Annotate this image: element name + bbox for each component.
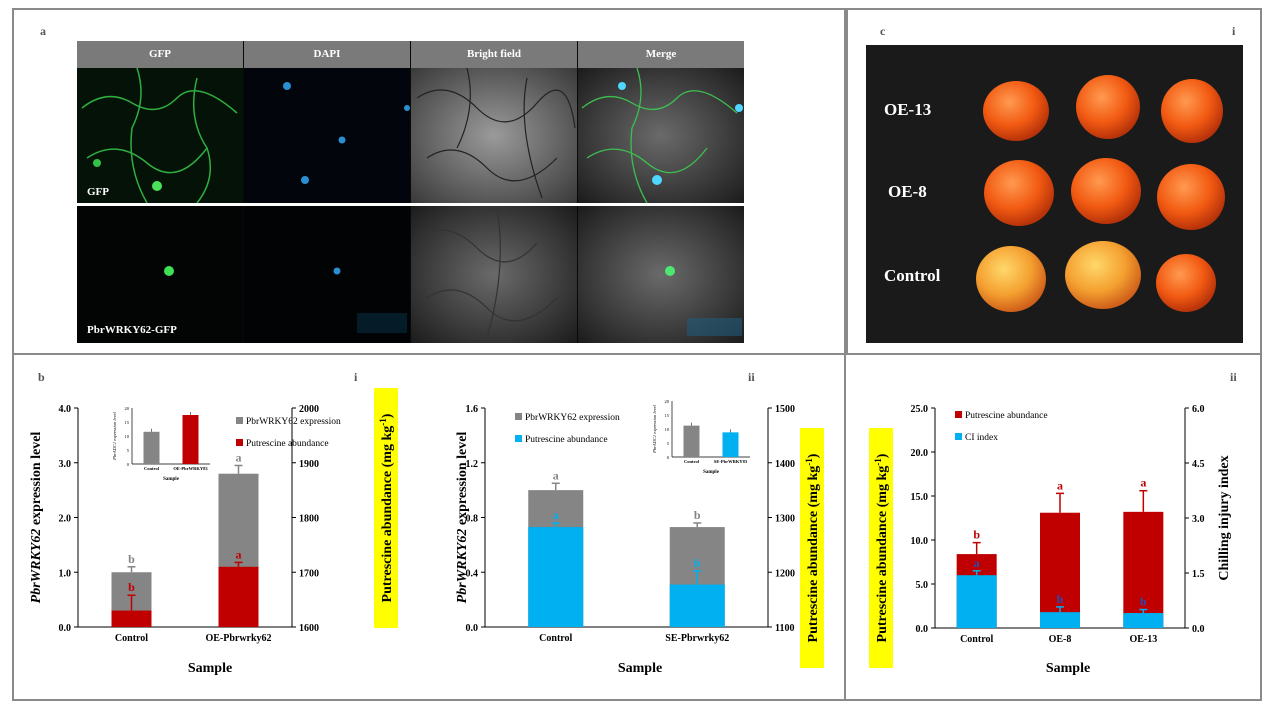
row-label-pbrwrky62-gfp: PbrWRKY62-GFP [87, 324, 177, 336]
column-header-bright-field: Bright field [411, 41, 577, 68]
row-label-oe-8: OE-8 [888, 182, 927, 201]
panel-c: c i [846, 8, 1262, 355]
panel-a-label: a [40, 24, 46, 38]
panel-c-ii: ii [844, 353, 1262, 701]
panel-b-ii-label: ii [748, 370, 755, 384]
column-header-merge: Merge [578, 41, 744, 68]
panel-c-ii-label: ii [1230, 370, 1237, 384]
panel-c-i-label: i [1232, 24, 1236, 38]
row-label-control: Control [884, 266, 941, 285]
panel-b-label: b [38, 370, 45, 384]
column-header-gfp: GFP [77, 41, 243, 68]
fruit-photo-image [976, 75, 1225, 312]
row-label-oe-13: OE-13 [884, 100, 932, 119]
gfp-image-row1 [77, 68, 243, 203]
panel-b: b i ii [12, 353, 846, 701]
column-header-dapi: DAPI [244, 41, 410, 68]
microscopy-grid: GFP DAPI Bright field Merge [77, 41, 744, 343]
bright-field-image-row1 [411, 68, 577, 203]
bright-field-image-row2 [411, 206, 577, 343]
fruit-photo: OE-13 OE-8 Control [866, 45, 1243, 343]
gfp-image-row2 [77, 206, 243, 343]
panel-b-i-label: i [354, 370, 358, 384]
row-label-gfp: GFP [87, 186, 109, 198]
panel-a: a GFP DAPI Bright field Merge [12, 8, 846, 355]
panel-c-label: c [880, 24, 886, 38]
dapi-image-row1 [244, 68, 410, 203]
microscopy-images [77, 68, 744, 343]
